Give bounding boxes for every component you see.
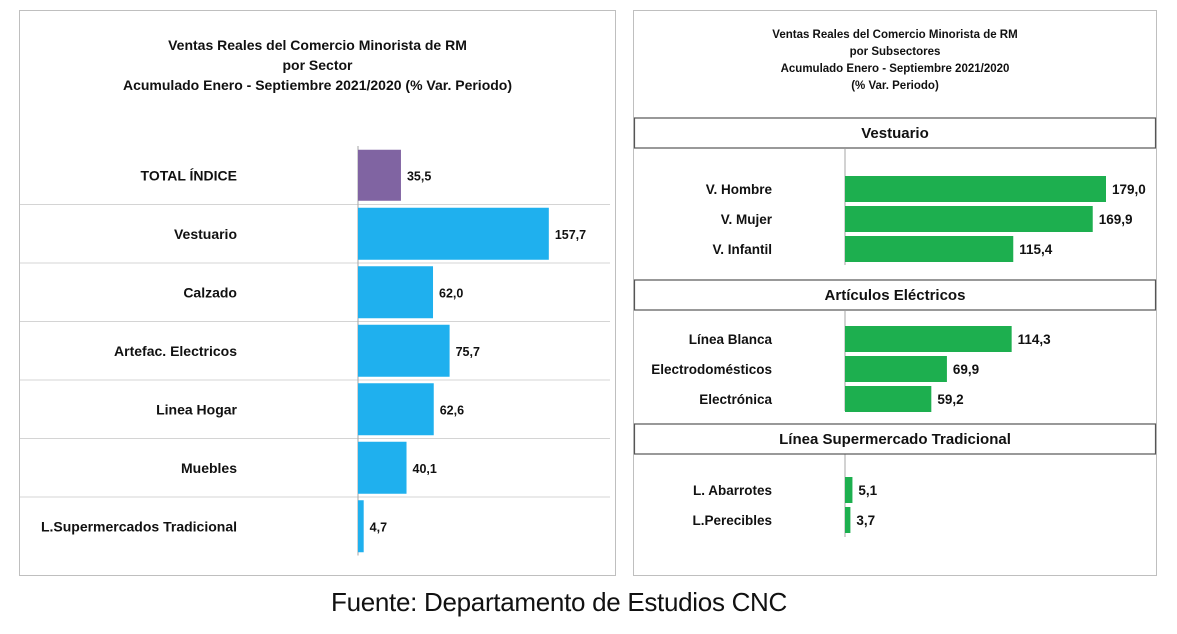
sector-bar-artefac-electricos [358,324,450,377]
subsector-bar-v-hombre [845,176,1106,202]
sector-value-vestuario: 157,7 [555,228,586,242]
sector-label-total-indice: TOTAL ÍNDICE [141,167,237,183]
subsector-bar-linea-blanca [845,326,1012,352]
source-note: Fuente: Departamento de Estudios CNC [331,587,787,617]
subsector-label-electronica: Electrónica [699,392,772,407]
sector-chart-title-line-3: Acumulado Enero - Septiembre 2021/2020 (… [122,77,513,93]
subsector-bar-chart: Vestuario V. Hombre 179,0 V. Mujer 169,9 V. I… [633,117,1157,537]
subsector-group-title-articulos-electricos: Artículos Eléctricos [825,287,966,304]
sector-label-vestuario: Vestuario [174,226,237,242]
sector-bar-total-indice [358,149,401,201]
subsector-value-l-abarrotes: 5,1 [858,483,877,498]
sector-chart-title-line-2: por Sector [282,57,353,73]
sector-bar-linea-hogar [358,383,434,436]
subsector-value-electrodomesticos: 69,9 [953,362,979,377]
sector-value-artefac-electricos: 75,7 [456,345,480,359]
subsector-chart-title: Ventas Reales del Comercio Minorista de … [634,27,1156,95]
sector-value-l-supermercados-tradicional: 4,7 [370,520,387,534]
subsector-group-title-linea-supermercado-tradicional: Línea Supermercado Tradicional [779,431,1011,448]
subsector-value-linea-blanca: 114,3 [1018,332,1052,347]
sector-label-l-supermercados-tradicional: L.Supermercados Tradicional [41,518,237,534]
subsector-chart-title-line-3: Acumulado Enero - Septiembre 2021/2020 [780,63,1010,75]
sector-bar-vestuario [358,207,549,260]
subsector-label-v-infantil: V. Infantil [712,242,772,257]
subsector-group-header-vestuario [633,117,1157,149]
subsector-bar-v-mujer [845,206,1093,232]
subsector-chart-panel: Ventas Reales del Comercio Minorista de … [633,10,1157,576]
subsector-chart-title-line-1: Ventas Reales del Comercio Minorista de … [772,29,1018,41]
subsector-chart-title-line-2: por Subsectores [849,46,941,58]
subsector-value-v-hombre: 179,0 [1112,182,1146,197]
sector-chart-panel: Ventas Reales del Comercio Minorista de … [19,10,616,576]
sector-value-total-indice: 35,5 [407,169,431,183]
subsector-chart-title-line-4: (% Var. Periodo) [851,80,939,92]
subsector-label-v-hombre: V. Hombre [706,182,773,197]
subsector-bar-v-infantil [845,236,1014,262]
sector-bar-chart: TOTAL ÍNDICE 35,5 Vestuario 157,7 Calzado 62,… [20,146,610,556]
sector-label-muebles: Muebles [181,460,237,476]
subsector-label-linea-blanca: Línea Blanca [689,332,773,347]
subsector-group-title-vestuario: Vestuario [861,125,929,142]
sector-chart-title: Ventas Reales del Comercio Minorista de … [20,35,615,95]
subsector-label-v-mujer: V. Mujer [721,212,773,227]
subsector-group-header-linea-supermercado-tradicional [633,423,1157,455]
sector-value-linea-hogar: 62,6 [440,403,464,417]
sector-label-calzado: Calzado [183,284,237,300]
sector-bar-l-supermercados-tradicional [358,500,364,553]
subsector-value-v-infantil: 115,4 [1019,242,1053,257]
subsector-group-header-articulos-electricos [633,279,1157,311]
sector-label-artefac-electricos: Artefac. Electricos [114,343,237,359]
sector-chart-title-line-1: Ventas Reales del Comercio Minorista de … [168,37,467,53]
subsector-label-electrodomesticos: Electrodomésticos [651,362,772,377]
subsector-label-l-abarrotes: L. Abarrotes [693,483,772,498]
subsector-value-l-perecibles: 3,7 [856,513,875,528]
subsector-bar-electronica [845,386,932,412]
sector-bar-calzado [358,266,434,319]
subsector-bar-l-abarrotes [845,477,853,503]
subsector-label-l-perecibles: L.Perecibles [692,513,772,528]
sector-bar-muebles [358,441,407,494]
subsector-bar-l-perecibles [845,507,851,533]
sector-label-linea-hogar: Linea Hogar [156,401,237,417]
sector-value-muebles: 40,1 [413,462,437,476]
sector-value-calzado: 62,0 [439,286,463,300]
subsector-value-v-mujer: 169,9 [1099,212,1133,227]
subsector-bar-electrodomesticos [845,356,947,382]
subsector-value-electronica: 59,2 [937,392,963,407]
